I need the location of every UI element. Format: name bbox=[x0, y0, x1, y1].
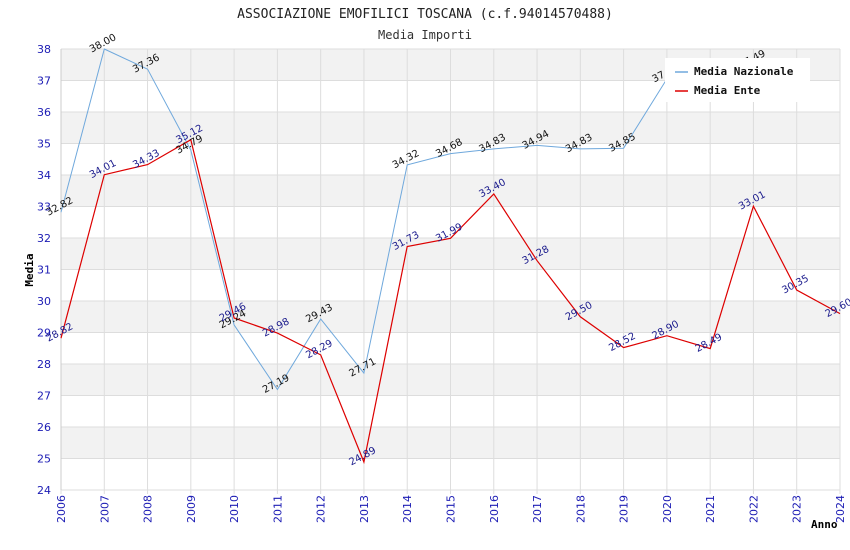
y-tick-33: 33 bbox=[37, 201, 51, 214]
data-label-nazionale-2014: 34.32 bbox=[391, 148, 421, 171]
x-tick-2022: 2022 bbox=[747, 495, 760, 523]
y-tick-35: 35 bbox=[37, 138, 51, 151]
legend: Media Nazionale Media Ente bbox=[665, 58, 810, 102]
legend-label-nazionale: Media Nazionale bbox=[694, 65, 794, 78]
x-tick-2007: 2007 bbox=[98, 495, 111, 523]
y-tick-37: 37 bbox=[37, 75, 51, 88]
chart-title: ASSOCIAZIONE EMOFILICI TOSCANA (c.f.9401… bbox=[237, 7, 613, 22]
data-label-ente-2008: 34.33 bbox=[131, 148, 161, 171]
x-tick-2019: 2019 bbox=[618, 495, 631, 523]
y-axis-label: Media bbox=[23, 253, 36, 286]
x-tick-2011: 2011 bbox=[271, 495, 284, 523]
x-tick-2010: 2010 bbox=[228, 495, 241, 523]
y-tick-25: 25 bbox=[37, 453, 51, 466]
y-tick-38: 38 bbox=[37, 43, 51, 56]
data-label-ente-2019: 28.52 bbox=[607, 331, 637, 354]
y-tick-labels: 24 25 26 27 28 29 30 31 32 33 34 35 36 37 38 bbox=[37, 43, 51, 497]
y-tick-36: 36 bbox=[37, 106, 51, 119]
series-lines bbox=[60, 48, 841, 465]
data-label-ente-2021: 28.49 bbox=[694, 332, 724, 355]
y-tick-34: 34 bbox=[37, 169, 51, 182]
y-tick-29: 29 bbox=[37, 327, 51, 340]
x-tick-2012: 2012 bbox=[315, 495, 328, 523]
data-label-ente-2023: 30.35 bbox=[780, 273, 810, 296]
x-tick-2018: 2018 bbox=[574, 495, 587, 523]
y-tick-32: 32 bbox=[37, 232, 51, 245]
x-tick-2008: 2008 bbox=[142, 495, 155, 523]
x-tick-labels: 2006 2007 2008 2009 2010 2011 2012 2013 2014 2015… bbox=[55, 495, 847, 523]
x-tick-2021: 2021 bbox=[704, 495, 717, 523]
y-tick-24: 24 bbox=[37, 484, 51, 497]
grid-lines bbox=[60, 48, 841, 494]
x-tick-2013: 2013 bbox=[358, 495, 371, 523]
chart-subtitle: Media Importi bbox=[378, 28, 472, 42]
legend-label-ente: Media Ente bbox=[694, 84, 761, 97]
x-tick-2016: 2016 bbox=[488, 495, 501, 523]
data-label-nazionale-2006: 32.82 bbox=[45, 195, 75, 218]
data-label-ente-2012: 28.29 bbox=[304, 338, 334, 361]
x-tick-2006: 2006 bbox=[55, 495, 68, 523]
x-tick-2023: 2023 bbox=[791, 495, 804, 523]
x-tick-2009: 2009 bbox=[185, 495, 198, 523]
x-axis-label: Anno bbox=[811, 518, 838, 531]
x-tick-2024: 2024 bbox=[834, 495, 847, 523]
y-tick-27: 27 bbox=[37, 390, 51, 403]
y-tick-30: 30 bbox=[37, 295, 51, 308]
data-label-ente-2006: 28.82 bbox=[45, 321, 75, 344]
series-line-nazionale bbox=[60, 48, 711, 391]
y-tick-26: 26 bbox=[37, 421, 51, 434]
legend-box bbox=[665, 58, 810, 102]
x-tick-2020: 2020 bbox=[661, 495, 674, 523]
series-line-ente bbox=[60, 138, 841, 465]
x-tick-2017: 2017 bbox=[531, 495, 544, 523]
y-tick-31: 31 bbox=[37, 264, 51, 277]
x-tick-2014: 2014 bbox=[401, 495, 414, 523]
y-tick-28: 28 bbox=[37, 358, 51, 371]
x-tick-2015: 2015 bbox=[445, 495, 458, 523]
